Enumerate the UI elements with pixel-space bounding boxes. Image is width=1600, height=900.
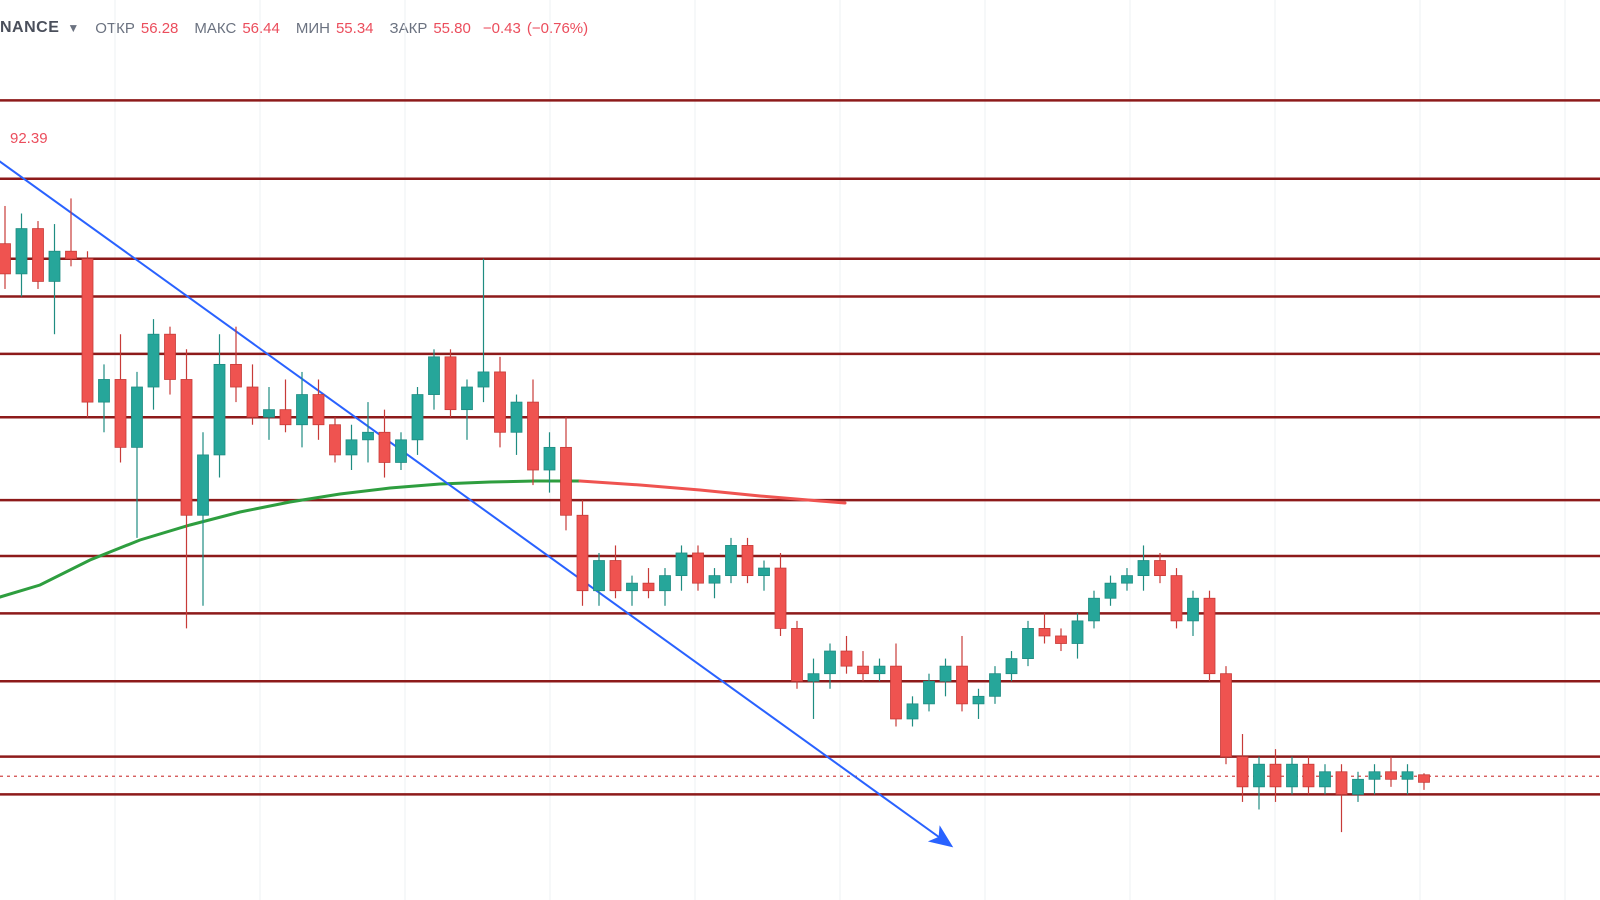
price-chart[interactable] <box>0 0 1600 900</box>
